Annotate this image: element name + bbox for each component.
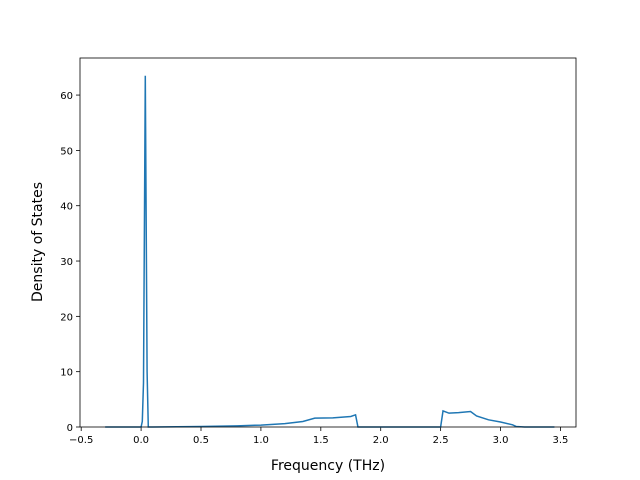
- y-tick-label: 0: [67, 423, 73, 434]
- x-tick-label: −0.5: [69, 435, 93, 446]
- y-tick-label: 10: [60, 368, 73, 379]
- plot-frame: [79, 57, 577, 428]
- y-tick-label: 30: [60, 257, 73, 268]
- y-axis-title: Density of States: [30, 182, 46, 302]
- y-tick-label: 40: [60, 202, 73, 213]
- y-tick-label: 50: [60, 146, 73, 157]
- y-tick-label: 60: [60, 91, 73, 102]
- x-tick-label: 2.0: [373, 435, 389, 446]
- x-tick-label: 1.0: [253, 435, 269, 446]
- x-axis-title: Frequency (THz): [271, 458, 385, 474]
- data-line: [105, 75, 555, 428]
- x-tick-label: 3.5: [552, 435, 568, 446]
- x-tick-label: 1.5: [313, 435, 329, 446]
- x-tick-label: 0.0: [133, 435, 149, 446]
- y-tick-label: 20: [60, 312, 73, 323]
- x-tick-label: 0.5: [193, 435, 209, 446]
- x-tick-label: 3.0: [493, 435, 509, 446]
- x-tick-label: 2.5: [433, 435, 449, 446]
